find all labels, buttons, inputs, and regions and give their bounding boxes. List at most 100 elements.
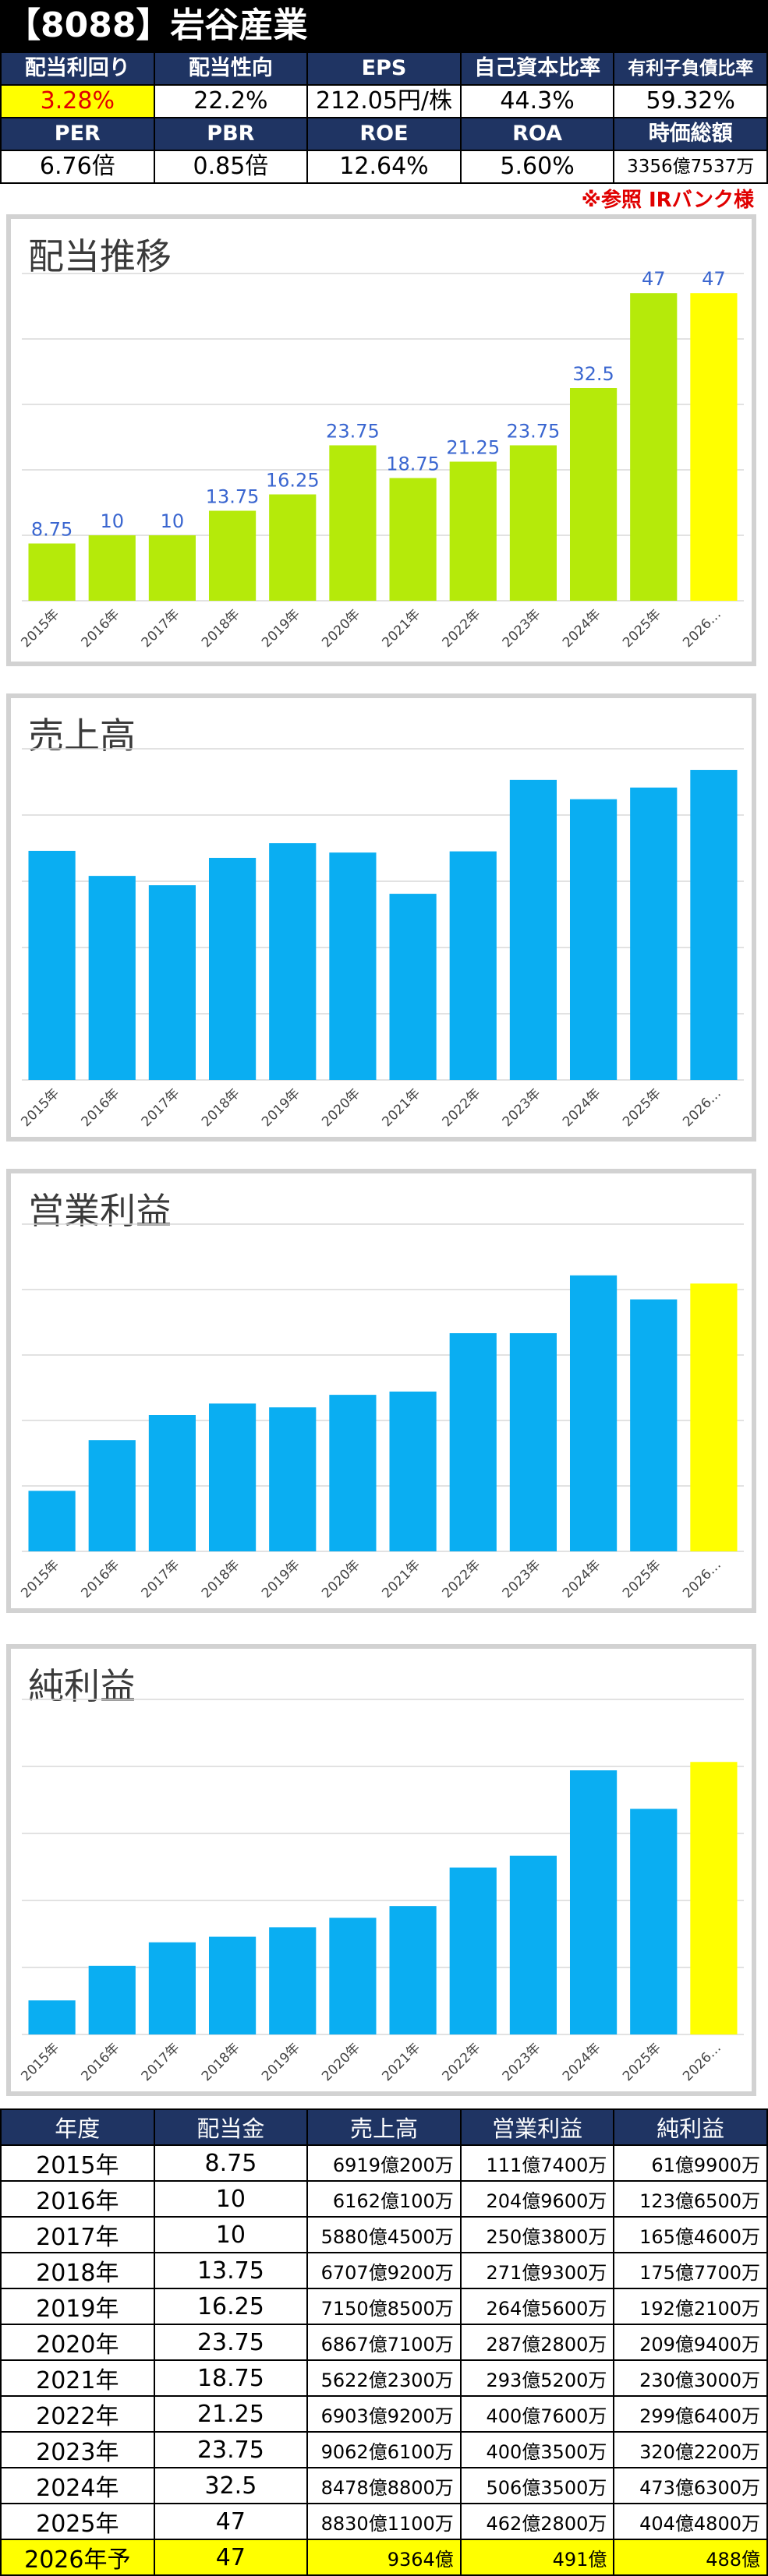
label-roe: ROE xyxy=(306,117,462,151)
bar xyxy=(509,445,557,601)
operating-profit-chart: 2015年 2016年 2017年 2018年 2019年 2020年 2021年 2022年… xyxy=(18,1223,744,1601)
bar xyxy=(329,1918,377,2034)
cell-sales: 6903億9200万 xyxy=(306,2395,462,2433)
operating-profit-chart-title: 営業利益 xyxy=(28,1190,172,1232)
tick-label: 2024年 xyxy=(560,2040,604,2084)
tick-label: 2021年 xyxy=(379,606,423,651)
tick-label: 2019年 xyxy=(259,1085,303,1130)
data-label: 18.75 xyxy=(386,453,440,475)
table-header-row: 年度 配当金 売上高 営業利益 純利益 xyxy=(0,2108,768,2146)
data-label: 47 xyxy=(642,268,666,290)
cell-year: 2017年 xyxy=(0,2216,155,2253)
cell-net-profit: 192億2100万 xyxy=(613,2288,768,2325)
cell-dividend: 8.75 xyxy=(153,2144,309,2182)
cell-net-profit: 404億4800万 xyxy=(613,2503,768,2540)
tick-label: 2026… xyxy=(680,1557,724,1601)
cell-net-profit: 61億9900万 xyxy=(613,2144,768,2182)
sales-chart-title: 売上高 xyxy=(28,715,136,757)
cell-operating-profit: 400億7600万 xyxy=(459,2395,615,2433)
tick-label: 2018年 xyxy=(199,1085,243,1130)
table-row: 2024年 32.5 8478億8800万 506億3500万 473億6300万 xyxy=(0,2467,768,2504)
data-label: 13.75 xyxy=(206,486,260,508)
metrics-label-row: 配当利回り 配当性向 EPS 自己資本比率 有利子負債比率 xyxy=(0,51,768,86)
cell-year: 2018年 xyxy=(0,2252,155,2289)
tick-label: 2025年 xyxy=(620,606,664,651)
bar xyxy=(449,851,497,1080)
bar xyxy=(569,799,618,1080)
operating-profit-chart-panel: 営業利益 2015年 2016年 2017年 2018年 2019年 2020年 2021年… xyxy=(6,1169,756,1613)
table-row: 2016年 10 6162億100万 204億9600万 123億6500万 xyxy=(0,2180,768,2218)
page-title: 【8088】岩谷産業 xyxy=(6,5,308,45)
col-sales: 売上高 xyxy=(306,2108,462,2146)
tick-label: 2021年 xyxy=(379,2040,423,2084)
cell-sales: 6162億100万 xyxy=(306,2180,462,2218)
value-eps: 212.05円/株 xyxy=(306,84,462,118)
bar xyxy=(28,543,76,601)
cell-sales: 9364億 xyxy=(306,2539,462,2576)
tick-label: 2017年 xyxy=(139,2040,183,2084)
label-payout-ratio: 配当性向 xyxy=(153,51,309,86)
cell-sales: 5880億4500万 xyxy=(306,2216,462,2253)
bar xyxy=(569,388,618,601)
cell-net-profit: 209億9400万 xyxy=(613,2324,768,2361)
table-row: 2022年 21.25 6903億9200万 400億7600万 299億6400万 xyxy=(0,2395,768,2433)
label-dividend-yield: 配当利回り xyxy=(0,51,155,86)
tick-label: 2026… xyxy=(680,1085,724,1130)
tick-label: 2019年 xyxy=(259,1557,303,1601)
dividend-chart-title: 配当推移 xyxy=(28,235,172,277)
tick-label: 2018年 xyxy=(199,606,243,651)
table-row: 2017年 10 5880億4500万 250億3800万 165億4600万 xyxy=(0,2216,768,2253)
cell-operating-profit: 250億3800万 xyxy=(459,2216,615,2253)
data-label: 10 xyxy=(100,510,124,532)
bar xyxy=(269,1407,317,1551)
tick-label: 2018年 xyxy=(199,2040,243,2084)
tick-label: 2016年 xyxy=(79,606,123,651)
tick-label: 2015年 xyxy=(18,606,62,651)
tick-label: 2022年 xyxy=(440,1557,484,1601)
label-debt-ratio: 有利子負債比率 xyxy=(613,51,768,86)
cell-sales: 8830億1100万 xyxy=(306,2503,462,2540)
cell-year: 2023年 xyxy=(0,2431,155,2468)
tick-label: 2021年 xyxy=(379,1557,423,1601)
cell-dividend: 10 xyxy=(153,2216,309,2253)
bar xyxy=(148,535,196,601)
col-net-profit: 純利益 xyxy=(613,2108,768,2146)
label-eps: EPS xyxy=(306,51,462,86)
net-profit-chart-title: 純利益 xyxy=(28,1665,136,1707)
tick-label: 2016年 xyxy=(79,1557,123,1601)
tick-label: 2023年 xyxy=(500,2040,544,2084)
cell-year: 2026年予 xyxy=(0,2539,155,2576)
cell-year: 2019年 xyxy=(0,2288,155,2325)
label-market-cap: 時価総額 xyxy=(613,117,768,151)
value-debt-ratio: 59.32% xyxy=(613,84,768,118)
label-equity-ratio: 自己資本比率 xyxy=(459,51,615,86)
cell-net-profit: 473億6300万 xyxy=(613,2467,768,2504)
value-equity-ratio: 44.3% xyxy=(459,84,615,118)
cell-operating-profit: 400億3500万 xyxy=(459,2431,615,2468)
net-profit-chart-panel: 純利益 2015年 2016年 2017年 2018年 2019年 2020年 2021年 2… xyxy=(6,1644,756,2096)
value-per: 6.76倍 xyxy=(0,150,155,184)
cell-net-profit: 488億 xyxy=(613,2539,768,2576)
cell-dividend: 47 xyxy=(153,2539,309,2576)
bar xyxy=(509,779,557,1080)
data-label: 21.25 xyxy=(446,437,500,459)
bar xyxy=(88,876,136,1080)
cell-operating-profit: 204億9600万 xyxy=(459,2180,615,2218)
tick-label: 2024年 xyxy=(560,1557,604,1601)
table-row: 2023年 23.75 9062億6100万 400億3500万 320億2200万 xyxy=(0,2431,768,2468)
cell-net-profit: 175億7700万 xyxy=(613,2252,768,2289)
bar xyxy=(389,478,437,601)
metrics-value-row: 3.28% 22.2% 212.05円/株 44.3% 59.32% xyxy=(0,84,768,118)
col-year: 年度 xyxy=(0,2108,155,2146)
dividend-chart: 8.75 2015年 10 2016年 10 2017年 13.75 2018年 16.25 20… xyxy=(18,268,744,651)
bar xyxy=(269,843,317,1080)
cell-dividend: 23.75 xyxy=(153,2431,309,2468)
bar xyxy=(690,1762,738,2034)
tick-label: 2023年 xyxy=(500,1085,544,1130)
cell-operating-profit: 491億 xyxy=(459,2539,615,2576)
cell-operating-profit: 293億5200万 xyxy=(459,2359,615,2397)
cell-net-profit: 165億4600万 xyxy=(613,2216,768,2253)
bar xyxy=(329,1395,377,1551)
data-label: 8.75 xyxy=(31,519,73,541)
bar xyxy=(690,770,738,1080)
